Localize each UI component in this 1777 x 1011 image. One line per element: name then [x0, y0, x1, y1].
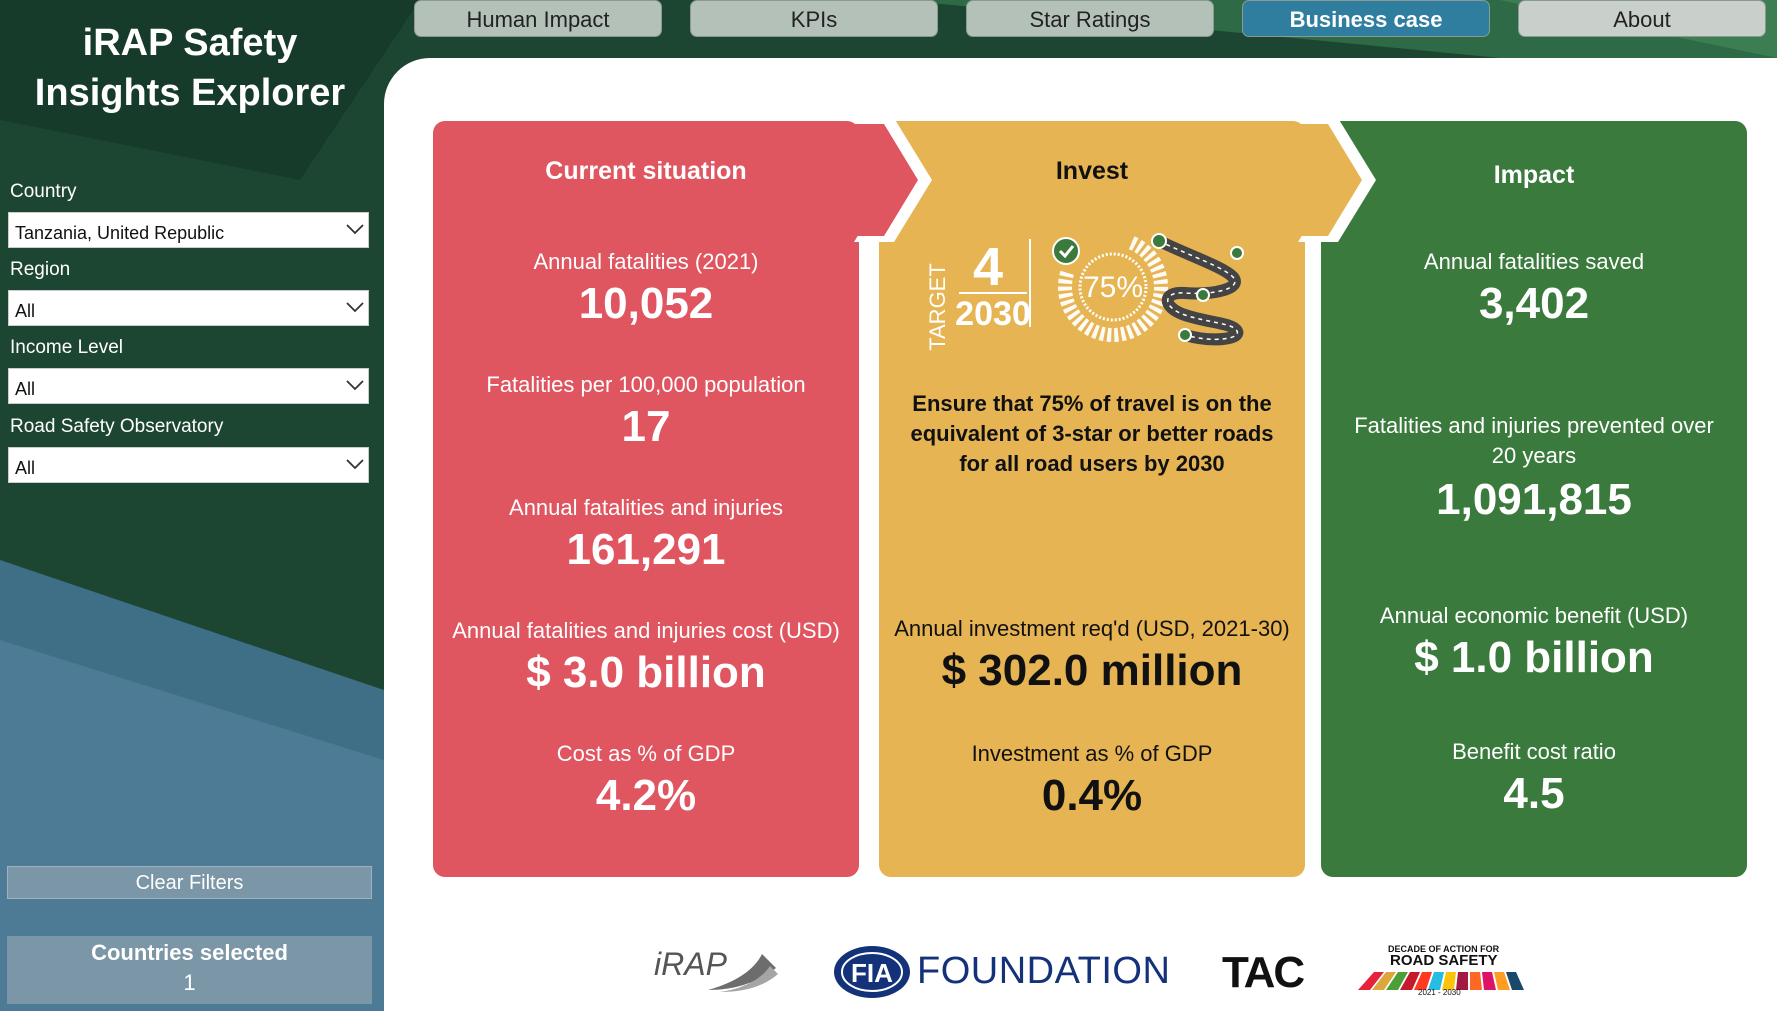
target-word: TARGET — [925, 263, 950, 351]
metric-label: Fatalities per 100,000 population — [486, 372, 806, 397]
tab-star-ratings[interactable]: Star Ratings — [966, 0, 1214, 37]
chevron-down-icon — [342, 211, 368, 247]
region-select[interactable]: All — [8, 290, 369, 326]
current-situation-card: Current situation Annual fatalities (202… — [433, 121, 859, 877]
metric-value: 1,091,815 — [1436, 475, 1632, 524]
invest-statement: Ensure that 75% of travel is on the equi… — [910, 391, 1274, 476]
countries-selected-value: 1 — [183, 970, 196, 995]
metric-label: Annual fatalities and injuries — [509, 495, 783, 520]
chevron-down-icon — [342, 367, 368, 403]
chevron-right-icon — [854, 118, 932, 242]
target-year: 2030 — [955, 295, 1031, 333]
observatory-select[interactable]: All — [8, 447, 369, 483]
target-graphic: TARGET 4 2030 75% — [925, 231, 1244, 351]
metric-label: Annual fatalities saved — [1423, 249, 1645, 274]
app-title: iRAP Safety Insights Explorer — [34, 22, 346, 114]
decade-road-stripes-icon — [1358, 972, 1524, 990]
invest-card: Invest TARGET 4 2030 75% Ensure that — [879, 121, 1305, 877]
country-filter-label: Country — [10, 181, 77, 202]
decade-of-action-text: DECADE OF ACTION FOR — [1388, 944, 1500, 954]
observatory-select-value: All — [15, 458, 36, 478]
observatory-filter-label: Road Safety Observatory — [10, 416, 224, 437]
metric-value: 4.5 — [1503, 769, 1565, 818]
tab-human-impact[interactable]: Human Impact — [414, 0, 662, 37]
card-title: Impact — [1493, 161, 1575, 189]
metric-value: 4.2% — [595, 771, 697, 820]
metric-label: Cost as % of GDP — [556, 741, 736, 766]
card-title: Current situation — [545, 157, 747, 185]
target-number: 4 — [973, 237, 1003, 297]
income-filter-label: Income Level — [10, 337, 124, 358]
country-select[interactable]: Tanzania, United Republic — [8, 212, 369, 248]
income-select-value: All — [15, 379, 36, 399]
metric-label: Investment as % of GDP — [971, 741, 1213, 766]
check-icon — [1052, 237, 1080, 265]
progress-ring-icon: 75% — [1057, 231, 1169, 343]
winding-road-icon — [1151, 233, 1244, 346]
chevron-right-icon — [1298, 118, 1376, 242]
metric-value: $ 302.0 million — [941, 646, 1243, 695]
tab-kpis[interactable]: KPIs — [690, 0, 938, 37]
fia-foundation-logo: FOUNDATION — [917, 950, 1171, 992]
metric-label: Annual economic benefit (USD) — [1379, 603, 1689, 628]
countries-selected-card: Countries selected 1 — [7, 936, 372, 1004]
tab-about[interactable]: About — [1518, 0, 1766, 37]
chevron-down-icon — [342, 446, 368, 482]
metric-value: $ 1.0 billion — [1414, 633, 1654, 682]
metric-value: 0.4% — [1041, 771, 1143, 820]
fia-badge-text: FIA — [851, 958, 893, 988]
metric-label: Annual fatalities (2021) — [533, 249, 759, 274]
tab-business-case[interactable]: Business case — [1242, 0, 1490, 37]
card-title: Invest — [1055, 157, 1129, 185]
metric-label: Benefit cost ratio — [1452, 739, 1616, 764]
impact-card: Impact Annual fatalities saved 3,402 Fat… — [1321, 121, 1747, 877]
countries-selected-label: Countries selected — [91, 940, 288, 965]
chevron-down-icon — [342, 289, 368, 325]
tac-logo: TAC — [1222, 948, 1305, 997]
road-safety-text: ROAD SAFETY — [1390, 952, 1498, 969]
metric-value: 161,291 — [566, 525, 726, 574]
metric-value: 17 — [621, 402, 671, 451]
metric-label: Fatalities and injuries prevented over 2… — [1354, 413, 1714, 468]
metric-label: Annual investment req'd (USD, 2021-30) — [894, 616, 1290, 641]
region-select-value: All — [15, 301, 36, 321]
decade-years-text: 2021 - 2030 — [1418, 988, 1461, 997]
metric-label: Annual fatalities and injuries cost (USD… — [452, 618, 840, 643]
irap-logo: iRAP — [654, 946, 727, 982]
country-select-value: Tanzania, United Republic — [15, 223, 225, 243]
metric-value: 10,052 — [578, 279, 714, 328]
metric-value: 3,402 — [1478, 279, 1590, 328]
target-percent: 75% — [1083, 271, 1143, 304]
income-select[interactable]: All — [8, 368, 369, 404]
region-filter-label: Region — [10, 259, 71, 280]
irap-swoosh-icon — [708, 954, 778, 992]
fia-globe-icon: FIA — [834, 946, 910, 998]
metric-value: $ 3.0 billion — [526, 648, 766, 697]
clear-filters-button[interactable]: Clear Filters — [7, 866, 372, 899]
